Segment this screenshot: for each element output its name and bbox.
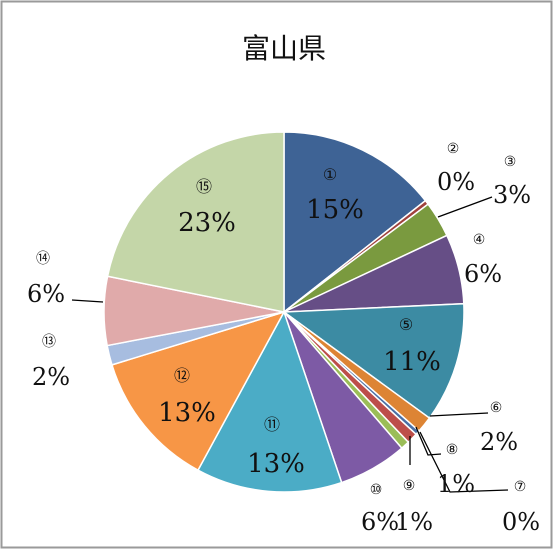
- chart-title: 富山県: [242, 32, 326, 65]
- pie-slices: [103, 131, 465, 493]
- slice-percent-7: 0%: [502, 508, 540, 536]
- slice-marker-14: ⑭: [36, 251, 50, 267]
- slice-percent-8: 1%: [437, 470, 475, 498]
- pie-slice-1: [283, 131, 427, 314]
- pie-slice-11: [197, 310, 343, 493]
- leader-line-8: [415, 426, 442, 456]
- leader-line-14: [71, 299, 104, 303]
- slice-percent-3: 3%: [493, 181, 531, 209]
- slice-marker-3: ③: [504, 154, 517, 170]
- leader-line-7: [419, 431, 509, 493]
- leader-line-3: [437, 196, 493, 218]
- slice-marker-13: ⑬: [42, 334, 56, 350]
- slice-percent-10: 6%: [361, 508, 399, 536]
- slice-marker-9: ⑨: [403, 478, 416, 494]
- slice-percent-6: 2%: [480, 428, 518, 456]
- slice-marker-5: ⑤: [399, 315, 413, 334]
- slice-marker-6: ⑥: [490, 400, 503, 416]
- slice-percent-4: 6%: [464, 260, 502, 288]
- slice-percent-13: 2%: [32, 363, 70, 391]
- leader-lines: [71, 196, 509, 493]
- slice-percent-1: 15%: [306, 195, 364, 225]
- slice-labels: ① 15% ② 0% ③ 3% ④ 6% ⑤ 11% ⑥ 2% ⑦ 0% ⑧ 1% ⑨ 1% ⑩ 6% ⑪ 13% ⑫ 13%…: [27, 141, 540, 536]
- leader-line-6: [429, 412, 489, 417]
- slice-percent-11: 13%: [247, 449, 305, 479]
- slice-percent-5: 11%: [383, 347, 441, 377]
- pie-slice-5: [281, 302, 465, 420]
- slice-marker-2: ②: [447, 141, 460, 157]
- slice-percent-2: 0%: [437, 168, 475, 196]
- slice-marker-12: ⑫: [174, 366, 190, 385]
- pie-slice-15: [106, 131, 285, 313]
- slice-percent-15: 23%: [178, 208, 236, 238]
- slice-marker-10: ⑩: [370, 482, 383, 498]
- slice-percent-9: 1%: [395, 508, 433, 536]
- slice-marker-1: ①: [323, 165, 337, 184]
- slice-marker-11: ⑪: [264, 415, 280, 434]
- pie-slice-12: [111, 310, 286, 472]
- slice-percent-12: 13%: [158, 398, 216, 428]
- slice-marker-7: ⑦: [514, 479, 527, 495]
- slice-marker-8: ⑧: [446, 442, 459, 458]
- slice-marker-15: ⑮: [196, 177, 212, 196]
- slice-marker-4: ④: [473, 232, 486, 248]
- slice-percent-14: 6%: [27, 280, 65, 308]
